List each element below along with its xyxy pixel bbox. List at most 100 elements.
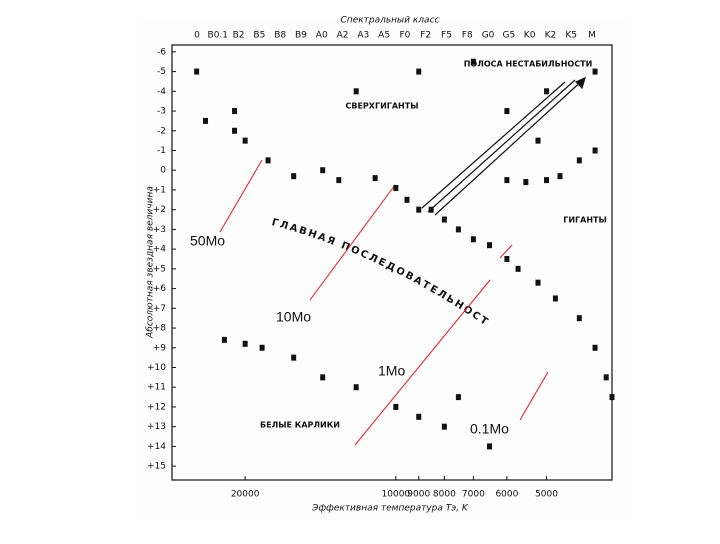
y-tick-label: +2 xyxy=(153,205,166,215)
y-tick-label: +9 xyxy=(153,343,167,353)
star-point xyxy=(470,236,476,243)
spectral-class: M xyxy=(588,31,596,41)
y-tick-label: +5 xyxy=(153,264,166,274)
scan-background xyxy=(142,20,626,520)
x-tick-label: 20000 xyxy=(231,490,260,500)
star-point xyxy=(320,374,326,381)
y-tick-label: +12 xyxy=(147,402,166,412)
spectral-class: A5 xyxy=(378,31,390,41)
spectral-class: B2 xyxy=(233,31,245,41)
star-point xyxy=(404,196,410,203)
star-point xyxy=(592,147,598,154)
star-point xyxy=(504,256,510,262)
x-tick-label: 5000 xyxy=(535,490,558,500)
y-tick-label: +1 xyxy=(153,185,166,195)
y-tick-label: -5 xyxy=(157,67,166,77)
y-tick-label: +8 xyxy=(153,324,167,334)
spectral-class: K5 xyxy=(565,31,577,41)
star-point xyxy=(441,216,447,223)
star-point xyxy=(372,175,378,182)
x-tick-label: 8000 xyxy=(433,490,456,500)
star-point xyxy=(242,137,248,144)
star-point xyxy=(353,384,359,391)
spectral-class: G0 xyxy=(482,31,495,41)
y-tick-label: +10 xyxy=(147,363,166,373)
spectral-class: B9 xyxy=(295,31,307,41)
mass-label: 10Mo xyxy=(276,309,311,325)
spectral-class: F8 xyxy=(462,31,473,41)
star-point xyxy=(470,58,476,65)
star-point xyxy=(486,443,492,450)
star-point xyxy=(416,206,422,213)
y-axis-label: Абсолютная звездная величина xyxy=(146,186,156,339)
spectral-class: G5 xyxy=(502,31,515,41)
star-point xyxy=(441,423,447,430)
plot-frame xyxy=(171,44,613,481)
star-point xyxy=(203,117,209,124)
star-point xyxy=(603,374,609,381)
star-point xyxy=(515,265,521,272)
y-tick-label: +14 xyxy=(147,442,166,452)
spectral-class: F5 xyxy=(441,31,452,41)
spectral-class: 0 xyxy=(194,31,200,41)
y-tick-label: 0 xyxy=(160,166,166,176)
spectral-class: A3 xyxy=(357,31,369,41)
star-point xyxy=(535,137,541,144)
mass-label: 50Mo xyxy=(190,233,225,249)
star-point xyxy=(592,68,598,75)
star-point xyxy=(336,177,342,184)
star-point xyxy=(393,184,399,191)
spectral-class: B0.1 xyxy=(208,31,229,41)
star-point xyxy=(221,336,227,343)
y-tick-label: -6 xyxy=(157,47,166,57)
spectral-class: K0 xyxy=(524,31,536,41)
star-point xyxy=(291,173,297,180)
star-point xyxy=(576,315,582,322)
star-point xyxy=(242,340,248,347)
spectral-class: B8 xyxy=(274,31,286,41)
y-tick-label: +6 xyxy=(153,284,167,294)
star-point xyxy=(544,177,550,184)
spectral-class: F0 xyxy=(399,31,410,41)
spectral-class: A2 xyxy=(337,31,349,41)
star-point xyxy=(416,68,422,75)
spectral-class: F2 xyxy=(420,31,431,41)
spectral-class: B5 xyxy=(253,31,265,41)
star-point xyxy=(320,167,326,174)
star-point xyxy=(486,242,492,249)
star-point xyxy=(552,295,558,302)
y-tick-label: +3 xyxy=(153,225,166,235)
star-point xyxy=(194,68,200,75)
star-point xyxy=(416,413,422,420)
mass-lines xyxy=(219,159,549,446)
mass-label: 1Mo xyxy=(378,363,405,379)
x-tick-label: 6000 xyxy=(495,490,518,500)
star-point xyxy=(576,157,582,164)
y-tick-label: +15 xyxy=(147,462,166,472)
x-tick-label: 9000 xyxy=(407,490,430,500)
star-point xyxy=(535,279,541,286)
star-point xyxy=(259,344,265,351)
y-tick-label: +7 xyxy=(153,304,166,314)
star-point xyxy=(455,226,461,233)
y-tick-label: +13 xyxy=(147,422,166,432)
star-point xyxy=(291,354,297,361)
spectral-class: K2 xyxy=(545,31,557,41)
y-tick-label: -1 xyxy=(157,146,166,156)
y-tick-label: +11 xyxy=(147,383,166,393)
x-tick-label: 7000 xyxy=(462,490,485,500)
star-point xyxy=(232,108,238,115)
star-point xyxy=(428,206,434,213)
star-point xyxy=(504,108,510,115)
star-point xyxy=(393,403,399,410)
star-point xyxy=(455,394,461,401)
supergiants-label: СВЕРХГИГАНТЫ xyxy=(346,102,419,111)
star-point xyxy=(544,88,550,95)
y-tick-label: -2 xyxy=(157,126,166,136)
star-point xyxy=(504,177,510,184)
y-tick-label: -4 xyxy=(157,87,166,97)
y-tick-label: -3 xyxy=(157,107,166,117)
star-point xyxy=(557,173,563,180)
x-tick-label: 10000 xyxy=(382,490,411,500)
